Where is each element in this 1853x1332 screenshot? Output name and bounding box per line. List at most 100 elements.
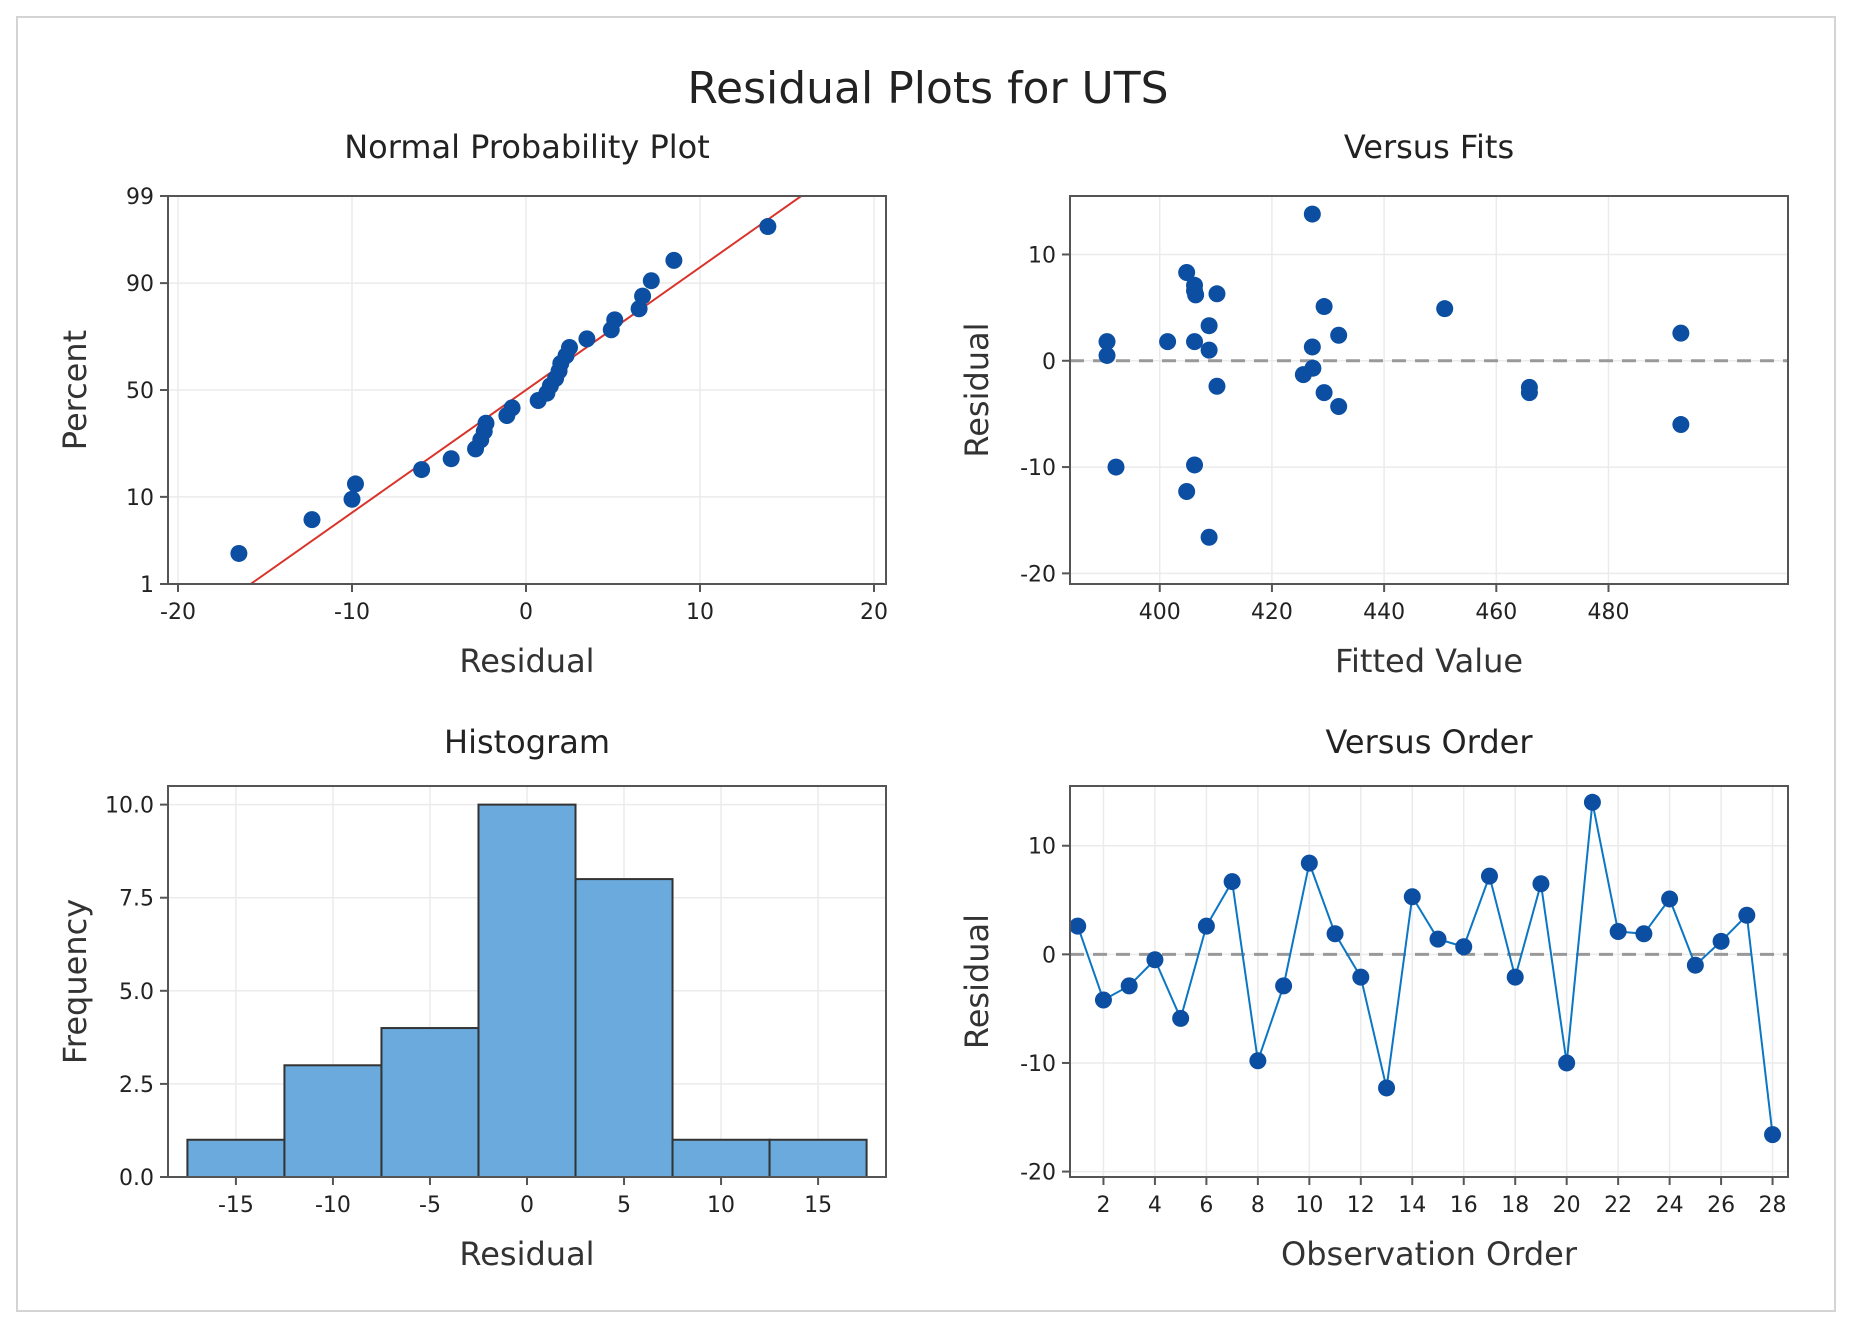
x-tick-label: 22	[1604, 1193, 1632, 1218]
fits-point	[1436, 300, 1454, 318]
y-tick-label: -20	[1020, 562, 1056, 587]
x-tick-label: 5	[617, 1193, 631, 1218]
x-tick-label: 10	[1295, 1193, 1323, 1218]
fits-point	[1208, 377, 1226, 395]
y-tick-label: 1	[140, 573, 154, 598]
probability-point	[346, 475, 364, 493]
fits-point	[1200, 528, 1218, 546]
x-tick-label: 28	[1759, 1193, 1787, 1218]
x-tick-label: 0	[520, 1193, 534, 1218]
fits-point	[1186, 456, 1204, 474]
y-tick-label: 2.5	[119, 1073, 154, 1098]
histogram-bar	[283, 1064, 383, 1179]
order-point	[1558, 1054, 1576, 1072]
x-tick-label: 15	[804, 1193, 832, 1218]
x-tick-label: 24	[1656, 1193, 1684, 1218]
x-tick-label: 10	[707, 1193, 735, 1218]
normal-probability-title: Normal Probability Plot	[344, 128, 710, 166]
x-tick-label: 18	[1501, 1193, 1529, 1218]
order-point	[1069, 917, 1087, 935]
probability-point	[665, 251, 683, 269]
x-tick-label: 6	[1199, 1193, 1213, 1218]
probability-point	[230, 544, 248, 562]
histogram-bar	[477, 803, 577, 1178]
figure-frame: Residual Plots for UTS Normal Probabilit…	[16, 16, 1836, 1312]
y-tick-label: 99	[126, 185, 154, 210]
order-point	[1146, 951, 1164, 969]
versus-fits-ylabel: Residual	[958, 322, 996, 457]
x-tick-label: -15	[218, 1193, 254, 1218]
fits-point	[1303, 205, 1321, 223]
plot-area-normal-probability	[167, 195, 887, 585]
fits-point	[1200, 341, 1218, 359]
order-point	[1172, 1009, 1190, 1027]
x-tick-label: 12	[1347, 1193, 1375, 1218]
y-tick-label: 10.0	[105, 794, 154, 819]
fit-line-group	[250, 196, 802, 584]
x-tick-label: -20	[160, 600, 196, 625]
y-tick-label: -10	[1020, 1052, 1056, 1077]
x-tick-label: 440	[1363, 600, 1405, 625]
x-tick-label: 16	[1450, 1193, 1478, 1218]
y-tick-label: 10	[1028, 243, 1056, 268]
y-tick-label: 7.5	[119, 887, 154, 912]
normal-fit-line	[250, 196, 802, 584]
probability-point	[759, 218, 777, 236]
x-tick-label: 8	[1251, 1193, 1265, 1218]
fits-point	[1200, 317, 1218, 335]
histogram-xlabel: Residual	[459, 1235, 594, 1273]
probability-point	[442, 450, 460, 468]
fits-point	[1330, 397, 1348, 415]
order-point	[1738, 906, 1756, 924]
order-point	[1532, 875, 1550, 893]
x-tick-label: 26	[1707, 1193, 1735, 1218]
probability-point	[634, 287, 652, 305]
plot-area-histogram	[167, 785, 887, 1178]
x-tick-label: 400	[1139, 600, 1181, 625]
fits-point	[1330, 326, 1348, 344]
order-point	[1275, 977, 1293, 995]
x-tick-label: 0	[519, 600, 533, 625]
probability-point	[561, 338, 578, 356]
y-tick-label: 0	[1042, 943, 1056, 968]
y-tick-label: 5.0	[119, 980, 154, 1005]
fits-point	[1178, 264, 1196, 282]
probability-point	[413, 461, 431, 479]
order-point	[1506, 968, 1524, 986]
y-tick-label: -20	[1020, 1161, 1056, 1186]
order-point	[1120, 977, 1138, 995]
figure-canvas: Residual Plots for UTS Normal Probabilit…	[56, 63, 1789, 1273]
order-point	[1583, 793, 1601, 811]
histogram-bar	[671, 1138, 771, 1179]
order-point	[1635, 925, 1653, 943]
normal-probability-ylabel: Percent	[56, 330, 94, 450]
order-point	[1094, 991, 1112, 1009]
histogram-bar	[768, 1138, 868, 1179]
x-tick-label: -10	[315, 1193, 351, 1218]
order-point	[1223, 873, 1241, 891]
fits-point	[1208, 285, 1226, 303]
probability-point	[503, 399, 521, 417]
histogram-bar	[186, 1138, 286, 1179]
fits-point	[1187, 286, 1205, 304]
y-tick-label: 0.0	[119, 1166, 154, 1191]
order-point	[1712, 932, 1730, 950]
probability-point	[303, 511, 321, 529]
probability-point	[642, 272, 660, 290]
order-point	[1455, 938, 1473, 956]
figure-title: Residual Plots for UTS	[687, 63, 1168, 114]
plot-area-versus-order	[1069, 785, 1789, 1178]
versus-order-xlabel: Observation Order	[1281, 1235, 1578, 1273]
order-point	[1352, 968, 1370, 986]
order-point	[1686, 956, 1704, 974]
fits-point	[1098, 333, 1116, 351]
probability-point	[606, 311, 624, 329]
x-tick-label: -10	[334, 600, 370, 625]
order-point	[1300, 854, 1318, 872]
fits-point	[1304, 359, 1322, 377]
order-point	[1609, 923, 1627, 941]
fits-point	[1159, 333, 1177, 351]
histogram-bar	[574, 878, 674, 1178]
versus-order-ylabel: Residual	[958, 914, 996, 1049]
probability-point	[343, 490, 361, 508]
